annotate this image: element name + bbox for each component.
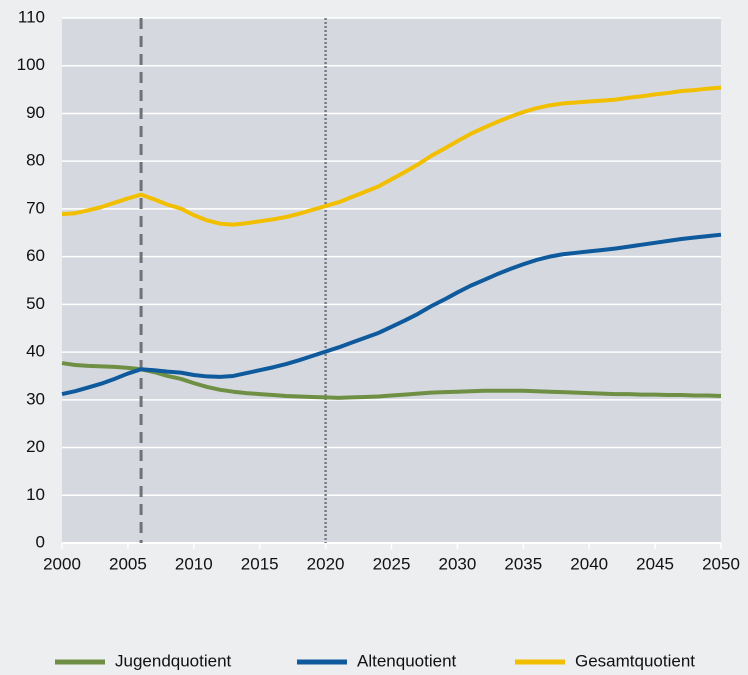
y-tick-label: 70 (26, 198, 45, 217)
line-series (61, 85, 722, 227)
x-tick-label: 2015 (241, 554, 279, 573)
x-tick-label: 2040 (570, 554, 608, 573)
x-tick-label: 2030 (438, 554, 476, 573)
x-tick-label: 2000 (43, 554, 81, 573)
x-tick-label: 2005 (109, 554, 147, 573)
legend-label: Gesamtquotient (575, 651, 695, 670)
line-series (61, 361, 722, 400)
plot-area (62, 18, 721, 543)
legend-label: Jugendquotient (115, 651, 232, 670)
x-tick-label: 2020 (307, 554, 345, 573)
y-tick-label: 80 (26, 151, 45, 170)
y-tick-label: 10 (26, 485, 45, 504)
x-tick-label: 2050 (702, 554, 740, 573)
y-tick-label: 100 (17, 55, 45, 74)
y-tick-label: 40 (26, 342, 45, 361)
x-tick-label: 2045 (636, 554, 674, 573)
x-tick-label: 2010 (175, 554, 213, 573)
line-series (61, 232, 722, 397)
y-tick-label: 20 (26, 437, 45, 456)
y-tick-label: 90 (26, 103, 45, 122)
x-tick-label: 2035 (504, 554, 542, 573)
legend-label: Altenquotient (357, 651, 457, 670)
y-tick-label: 60 (26, 246, 45, 265)
y-tick-label: 30 (26, 389, 45, 408)
y-tick-label: 0 (36, 532, 45, 551)
x-tick-label: 2025 (373, 554, 411, 573)
y-tick-label: 50 (26, 294, 45, 313)
y-tick-label: 110 (18, 7, 45, 26)
